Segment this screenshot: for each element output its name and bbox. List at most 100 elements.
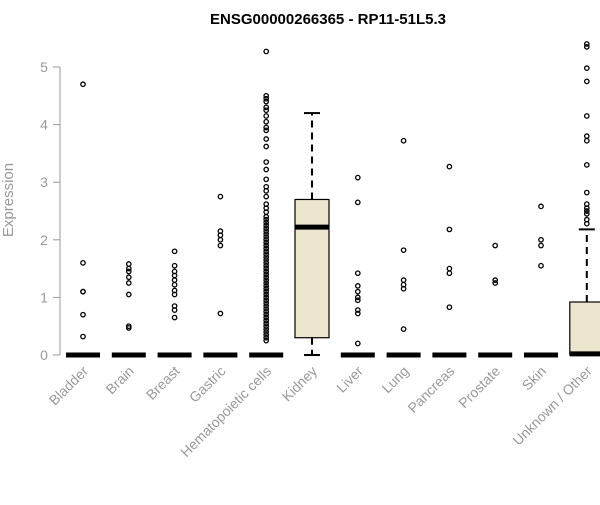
box-group xyxy=(66,81,100,358)
outlier-point xyxy=(538,262,544,269)
outlier-point xyxy=(583,78,590,85)
outlier-point xyxy=(263,95,270,102)
outlier-point xyxy=(446,163,453,170)
box-group xyxy=(478,242,513,358)
y-tick-label: 0 xyxy=(40,347,48,363)
outlier-point xyxy=(263,107,270,114)
outlier-point xyxy=(263,297,270,304)
outlier-point xyxy=(125,274,132,281)
outlier-point xyxy=(171,307,178,313)
outlier-point xyxy=(80,288,86,295)
outlier-point xyxy=(538,242,544,249)
outlier-point xyxy=(171,281,178,288)
outlier-point xyxy=(446,270,453,277)
outlier-point xyxy=(263,136,270,142)
outlier-point xyxy=(354,288,361,295)
outlier-point xyxy=(263,334,270,341)
box-group xyxy=(340,174,375,358)
outlier-point xyxy=(263,257,270,263)
outlier-point xyxy=(80,259,86,266)
outlier-point xyxy=(538,236,544,243)
outlier-point xyxy=(263,92,270,99)
outlier-point xyxy=(125,280,132,286)
outlier-point xyxy=(492,277,499,283)
y-axis-label: Expression xyxy=(0,163,17,237)
outlier-point xyxy=(80,311,86,318)
outlier-point xyxy=(354,310,361,317)
y-tick-label: 5 xyxy=(40,59,48,75)
outlier-point xyxy=(217,193,224,200)
outlier-point xyxy=(263,337,270,344)
outlier-point xyxy=(263,118,270,125)
outlier-point xyxy=(400,277,407,283)
outlier-point xyxy=(263,323,270,330)
outlier-point xyxy=(125,291,132,298)
y-tick-label: 2 xyxy=(40,232,48,248)
outlier-point xyxy=(354,199,361,206)
outlier-point xyxy=(263,271,270,278)
category-label: Skin xyxy=(519,363,550,394)
outlier-point xyxy=(125,325,132,331)
box-iqr xyxy=(294,198,330,339)
outlier-point xyxy=(125,265,132,272)
category-label: Unknown / Other xyxy=(509,363,595,449)
outlier-point xyxy=(263,259,270,266)
outlier-point xyxy=(263,294,270,301)
outlier-point xyxy=(263,127,270,134)
outlier-point xyxy=(583,211,590,217)
y-tick-label: 3 xyxy=(40,174,48,190)
outlier-point xyxy=(263,193,270,200)
outlier-point xyxy=(492,242,499,249)
box-group xyxy=(569,41,600,357)
outlier-point xyxy=(263,239,270,246)
outlier-point xyxy=(354,283,361,289)
category-label: Brain xyxy=(102,363,136,397)
outlier-point xyxy=(263,280,270,286)
outlier-point xyxy=(263,219,270,226)
outlier-point xyxy=(263,262,270,269)
box-group xyxy=(386,137,421,358)
outlier-point xyxy=(80,81,86,88)
outlier-point xyxy=(263,254,270,260)
outlier-point xyxy=(263,317,270,324)
outlier-point xyxy=(263,251,270,258)
outlier-point xyxy=(263,166,270,173)
outlier-point xyxy=(400,326,407,332)
box-group xyxy=(524,203,558,358)
outlier-point xyxy=(492,280,499,286)
outlier-point xyxy=(263,248,270,255)
category-label: Kidney xyxy=(279,363,321,405)
outlier-point xyxy=(583,189,590,196)
outlier-point xyxy=(125,268,132,275)
outlier-point xyxy=(263,104,270,111)
outlier-point xyxy=(263,320,270,327)
outlier-point xyxy=(263,331,270,338)
outlier-point xyxy=(263,231,270,237)
outlier-point xyxy=(583,208,590,214)
outlier-point xyxy=(263,268,270,275)
outlier-point xyxy=(263,306,270,312)
outlier-point xyxy=(263,234,270,240)
outlier-point xyxy=(217,242,224,249)
box-group xyxy=(157,248,192,358)
outlier-point xyxy=(217,236,224,243)
outlier-point xyxy=(171,314,178,321)
y-tick-label: 1 xyxy=(40,289,48,305)
outlier-point xyxy=(263,187,270,194)
outlier-point xyxy=(263,98,270,105)
outlier-point xyxy=(400,247,407,254)
plot-area xyxy=(66,41,600,358)
category-label: Liver xyxy=(333,363,366,396)
box-group xyxy=(249,48,284,358)
chart-title: ENSG00000266365 - RP11-51L5.3 xyxy=(210,11,446,28)
outlier-point xyxy=(446,304,453,311)
outlier-point xyxy=(263,225,270,232)
outlier-point xyxy=(263,216,270,223)
outlier-point xyxy=(354,174,361,181)
outlier-point xyxy=(354,307,361,313)
outlier-point xyxy=(263,48,270,55)
outlier-point xyxy=(263,314,270,321)
outlier-point xyxy=(263,228,270,235)
